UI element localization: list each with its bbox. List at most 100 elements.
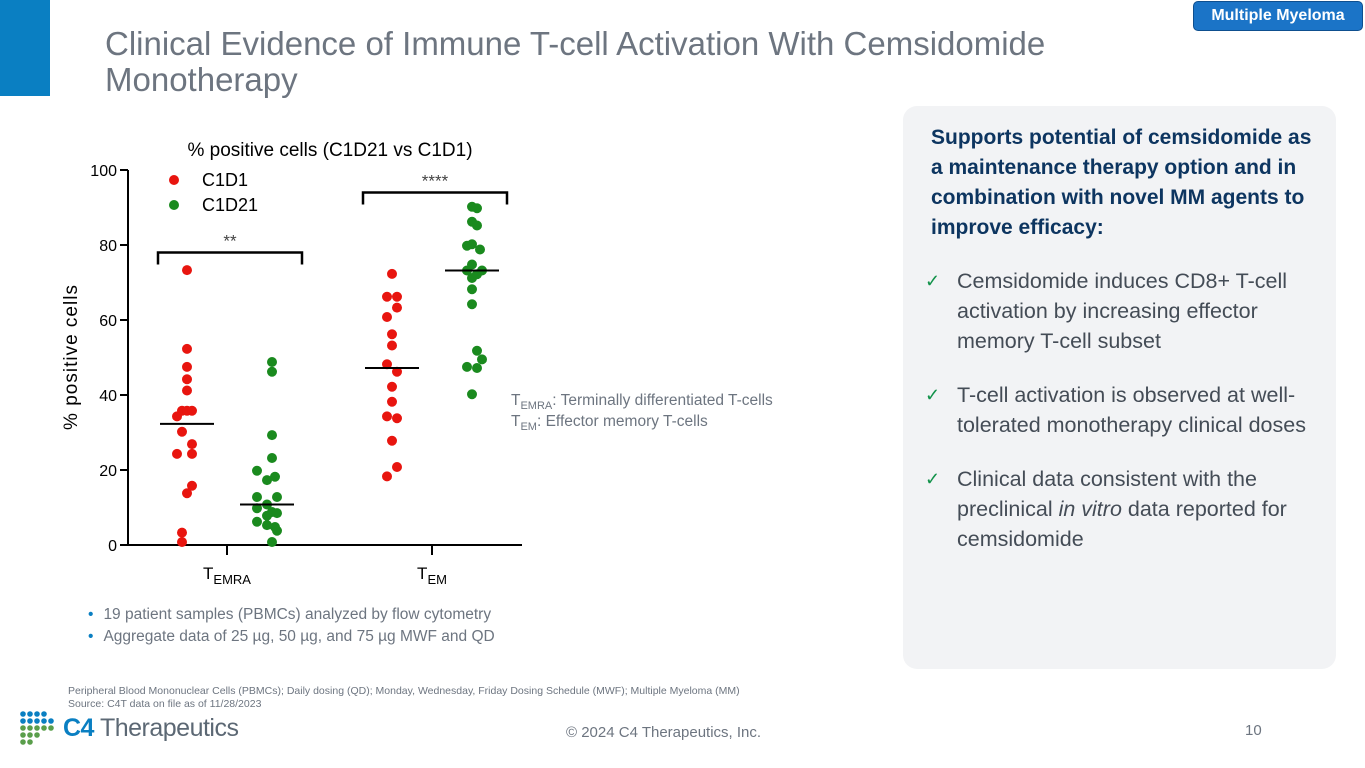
x-tick-label-main: T (417, 564, 427, 583)
legend-label: C1D21 (202, 195, 258, 215)
legend-label: C1D1 (202, 170, 248, 190)
data-point (270, 471, 280, 482)
data-point (467, 389, 477, 400)
slide-title: Clinical Evidence of Immune T-cell Activ… (105, 25, 1046, 98)
data-point (472, 345, 482, 356)
abbreviation-sub: EMRA (520, 400, 552, 412)
abbreviation-main: T (511, 413, 521, 430)
data-point (392, 302, 402, 313)
y-tick-label: 40 (99, 388, 117, 405)
footnote: Peripheral Blood Mononuclear Cells (PBMC… (68, 685, 740, 711)
logo-c4: C4 (63, 713, 94, 742)
y-tick-label: 20 (99, 463, 117, 480)
data-point (177, 426, 187, 437)
x-tick-label-sub: EM (427, 572, 447, 587)
checkmark-icon: ✓ (925, 385, 941, 405)
panel-point: ✓ T-cell activation is observed at well-… (925, 380, 1325, 440)
data-point (462, 361, 472, 372)
data-point (272, 525, 282, 536)
data-point (252, 465, 262, 476)
footnote-abbreviations: Peripheral Blood Mononuclear Cells (PBMC… (68, 685, 740, 697)
legend-marker (169, 200, 179, 210)
data-point (387, 381, 397, 392)
logo-wordmark: C4 Therapeutics (63, 713, 239, 743)
y-axis-label: % positive cells (61, 284, 82, 430)
significance-bracket (361, 191, 509, 205)
data-point (267, 453, 277, 463)
data-point (392, 462, 402, 472)
data-point (477, 354, 487, 365)
data-point (182, 488, 192, 499)
y-tick-label: 80 (99, 238, 117, 255)
y-tick-label: 0 (108, 538, 117, 555)
company-logo: C4 Therapeutics (17, 710, 239, 746)
panel-points: ✓ Cemsidomide induces CD8+ T-cell activa… (925, 266, 1325, 578)
panel-point: ✓ Clinical data consistent with the prec… (925, 464, 1325, 554)
data-point (387, 340, 397, 351)
data-point (252, 516, 262, 527)
data-point (475, 244, 485, 255)
panel-point-text-start: Clinical data consistent with the precli… (957, 467, 1257, 521)
bullet-notes: 19 patient samples (PBMCs) analyzed by f… (88, 604, 494, 648)
data-point (472, 203, 482, 214)
data-point (387, 268, 397, 279)
data-point (177, 537, 187, 547)
data-point (187, 439, 197, 450)
logo-dots-icon (20, 711, 54, 745)
data-point (387, 435, 397, 446)
data-point (382, 291, 392, 302)
data-point (182, 374, 192, 385)
data-point (392, 366, 402, 377)
data-point (392, 291, 402, 302)
data-point (187, 405, 197, 416)
panel-point-text-end: data reported for cemsidomide (957, 497, 1287, 551)
logo-therapeutics: Therapeutics (93, 713, 239, 742)
data-point (467, 239, 477, 250)
footnote-source: Source: C4T data on file as of 11/28/202… (68, 698, 262, 710)
takeaway-panel: Supports potential of cemsidomide as a m… (903, 106, 1336, 669)
data-point (467, 284, 477, 295)
data-point (272, 508, 282, 519)
data-point (267, 430, 277, 441)
data-point (472, 269, 482, 280)
copyright: © 2024 C4 Therapeutics, Inc. (566, 724, 762, 741)
legend-marker (169, 175, 179, 185)
abbreviation-text: : Terminally differentiated T-cells (552, 392, 773, 409)
data-point (182, 265, 192, 276)
data-point (382, 359, 392, 370)
data-point (472, 220, 482, 231)
data-point (172, 411, 182, 422)
checkmark-icon: ✓ (925, 469, 941, 489)
data-point (177, 527, 187, 538)
data-point (387, 396, 397, 407)
multiple-myeloma-badge: Multiple Myeloma (1193, 1, 1363, 31)
data-point (262, 510, 272, 521)
data-point (182, 343, 192, 354)
data-point (387, 329, 397, 340)
corner-accent-bar (0, 0, 50, 96)
data-point (382, 312, 392, 322)
x-tick-label: TEM (417, 564, 447, 587)
data-point (267, 537, 277, 547)
y-tick-label: 100 (90, 163, 117, 180)
abbreviation-note: TEM: Effector memory T-cells (511, 413, 708, 433)
data-point (272, 492, 282, 502)
scatter-chart: 0 20 40 60 80 100 % positive cells % positive c… (61, 140, 773, 587)
data-point (472, 363, 482, 373)
significance-bracket (156, 251, 304, 265)
abbreviation-main: T (511, 392, 521, 409)
data-point (382, 471, 392, 482)
data-point (467, 299, 477, 310)
bullet-note: Aggregate data of 25 µg, 50 µg, and 75 µ… (88, 626, 494, 648)
panel-point: ✓ Cemsidomide induces CD8+ T-cell activa… (925, 266, 1325, 356)
data-point (262, 475, 272, 486)
panel-point-italic: in vitro (1058, 497, 1122, 521)
significance-stars: ** (223, 232, 237, 251)
data-point (187, 480, 197, 491)
page-number: 10 (1245, 722, 1262, 739)
data-point (262, 520, 272, 531)
checkmark-icon: ✓ (925, 271, 941, 291)
panel-point-text: Clinical data consistent with the precli… (957, 464, 1325, 554)
data-point (382, 411, 392, 422)
x-tick-label: TEMRA (203, 564, 251, 587)
